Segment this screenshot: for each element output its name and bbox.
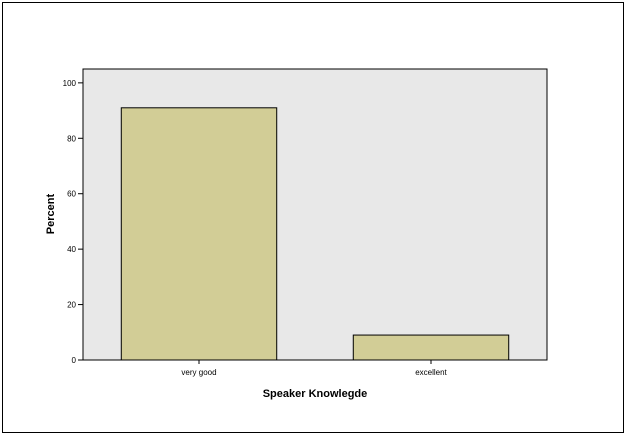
bar-excellent — [352, 334, 510, 361]
x-axis: very good excellent — [83, 359, 547, 377]
x-axis-title: Speaker Knowlegde — [263, 388, 368, 400]
y-tick-label: 0 — [72, 356, 77, 365]
y-tick-label: 20 — [67, 301, 76, 310]
y-axis-title: Percent — [45, 193, 57, 234]
y-tick-label: 60 — [67, 190, 76, 199]
y-tick-label: 80 — [67, 134, 76, 143]
x-tick-label: excellent — [415, 368, 447, 377]
y-tick-label: 100 — [63, 79, 77, 88]
bars — [120, 107, 510, 361]
bar-very-good — [120, 107, 278, 361]
x-tick-label: very good — [181, 368, 216, 377]
y-axis: 0 20 40 60 80 100 — [63, 69, 84, 365]
y-tick-label: 40 — [67, 245, 76, 254]
